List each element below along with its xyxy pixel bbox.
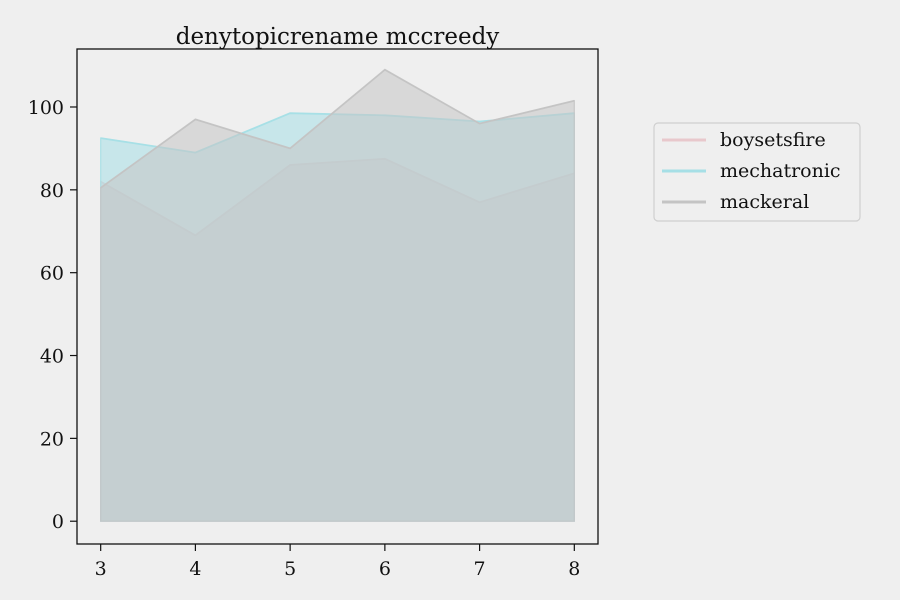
legend-label-mackeral: mackeral [720, 191, 809, 213]
line-mackeral [100, 68, 575, 189]
legend-entry-boysetsfire: boysetsfire [662, 129, 826, 151]
legend-entry-mechatronic: mechatronic [662, 160, 841, 182]
chart-title: denytopicrename mccreedy [176, 24, 500, 50]
legend: boysetsfire mechatronic mackeral [653, 122, 861, 222]
x-tick-label: 8 [568, 558, 580, 580]
x-tick-label: 6 [379, 558, 391, 580]
legend-label-mechatronic: mechatronic [720, 160, 841, 182]
legend-label-boysetsfire: boysetsfire [720, 129, 826, 151]
x-tick-label: 4 [189, 558, 201, 580]
x-tick-label: 5 [284, 558, 296, 580]
series-areas [100, 68, 575, 522]
y-tick-label: 60 [40, 263, 64, 285]
y-tick-label: 0 [52, 511, 64, 533]
y-tick-label: 20 [40, 428, 64, 450]
y-tick-label: 80 [40, 180, 64, 202]
y-axis: 0 20 40 60 80 100 [28, 97, 77, 533]
legend-entry-mackeral: mackeral [662, 191, 809, 213]
x-tick-label: 7 [474, 558, 486, 580]
x-tick-label: 3 [95, 558, 107, 580]
y-tick-label: 40 [40, 346, 64, 368]
legend-frame [653, 122, 861, 222]
plot-frame [76, 48, 599, 545]
y-tick-label: 100 [28, 97, 64, 119]
x-axis: 3 4 5 6 7 8 [95, 544, 580, 580]
